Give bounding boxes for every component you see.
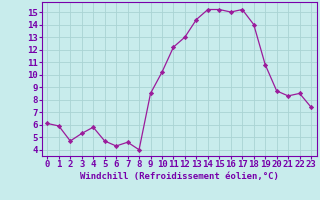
- X-axis label: Windchill (Refroidissement éolien,°C): Windchill (Refroidissement éolien,°C): [80, 172, 279, 181]
